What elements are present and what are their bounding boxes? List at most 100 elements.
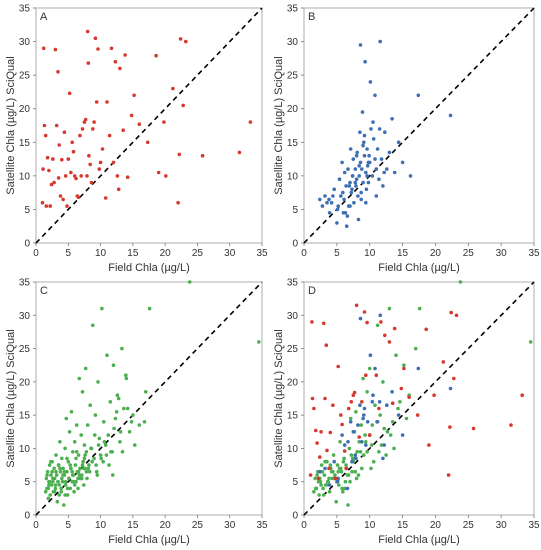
data-point xyxy=(352,390,357,395)
series-0 xyxy=(318,39,453,228)
data-point xyxy=(93,36,98,40)
data-point xyxy=(520,393,524,398)
data-point xyxy=(92,120,96,124)
data-point xyxy=(383,130,387,134)
panel-label: D xyxy=(308,285,316,297)
data-point xyxy=(344,224,349,228)
data-point xyxy=(83,366,88,371)
data-point xyxy=(400,433,405,437)
data-point xyxy=(362,413,366,417)
data-point xyxy=(358,130,362,134)
data-point xyxy=(336,469,341,474)
data-point xyxy=(47,168,51,173)
data-point xyxy=(248,120,253,124)
data-point xyxy=(319,430,323,434)
data-point xyxy=(390,420,395,424)
data-point xyxy=(319,463,324,467)
one-to-one-line xyxy=(35,7,263,244)
data-point xyxy=(367,366,372,371)
data-point xyxy=(358,160,363,165)
data-point xyxy=(56,479,60,484)
y-axis-title: Satellite Chla (µg/L) SciQual xyxy=(273,56,285,194)
data-point xyxy=(333,473,337,477)
data-point xyxy=(89,180,94,185)
data-point xyxy=(86,466,91,471)
data-point xyxy=(51,157,55,161)
x-tick-label: 0 xyxy=(33,520,39,531)
data-point xyxy=(407,395,411,400)
data-point xyxy=(353,453,358,457)
data-point xyxy=(356,217,361,222)
data-point xyxy=(374,194,379,198)
data-point xyxy=(142,420,147,424)
y-tick-label: 10 xyxy=(19,171,31,182)
data-point xyxy=(375,147,380,151)
data-point xyxy=(335,479,340,484)
data-point xyxy=(373,93,377,98)
data-point xyxy=(356,423,360,427)
data-point xyxy=(373,157,377,161)
data-point xyxy=(54,453,58,457)
data-point xyxy=(364,187,369,192)
data-point xyxy=(331,403,335,408)
data-point xyxy=(116,396,121,401)
x-tick-label: 15 xyxy=(127,248,139,259)
panel-a: 0 5 10 15 20 25 30 35 0 5 10 15 20 25 30 35 Field Chla (… xyxy=(5,4,268,275)
data-point xyxy=(363,59,367,64)
data-point xyxy=(313,476,318,481)
data-point xyxy=(83,453,87,457)
data-point xyxy=(44,476,49,481)
data-point xyxy=(144,390,148,394)
data-point xyxy=(87,469,92,474)
data-point xyxy=(387,306,392,311)
data-point xyxy=(353,167,358,171)
data-point xyxy=(364,200,368,205)
x-tick-label: 25 xyxy=(463,520,475,531)
data-point xyxy=(147,306,152,311)
data-point xyxy=(69,170,73,175)
data-point xyxy=(359,197,364,202)
data-point xyxy=(348,416,353,421)
x-tick-label: 30 xyxy=(496,520,508,531)
data-point xyxy=(342,486,347,491)
data-point xyxy=(72,440,77,444)
data-point xyxy=(47,463,52,467)
data-point xyxy=(308,473,313,477)
data-point xyxy=(118,440,122,444)
data-point xyxy=(449,310,454,315)
data-point xyxy=(416,93,421,98)
data-point xyxy=(402,363,406,368)
data-point xyxy=(98,453,103,457)
data-point xyxy=(348,479,352,484)
x-tick-label: 15 xyxy=(127,520,139,531)
data-point xyxy=(377,450,381,454)
panel-label: A xyxy=(40,11,48,23)
data-point xyxy=(371,137,376,141)
data-point xyxy=(120,450,125,454)
data-point xyxy=(132,93,136,98)
data-point xyxy=(327,197,331,202)
data-point xyxy=(528,340,533,344)
data-point xyxy=(448,425,452,429)
data-point xyxy=(323,466,327,471)
data-point xyxy=(181,103,185,108)
data-point xyxy=(81,459,85,464)
data-point xyxy=(359,190,364,195)
data-point xyxy=(109,46,114,51)
data-point xyxy=(365,147,369,151)
data-point xyxy=(369,443,374,447)
data-point xyxy=(85,476,89,481)
data-point xyxy=(85,174,89,178)
data-point xyxy=(365,450,369,454)
data-point xyxy=(314,428,318,433)
y-tick-label: 25 xyxy=(19,344,31,355)
data-point xyxy=(323,459,327,464)
x-axis-title: Field Chla (µg/L) xyxy=(378,534,460,546)
data-point xyxy=(353,469,358,474)
data-point xyxy=(385,430,390,434)
data-point xyxy=(358,316,363,321)
data-point xyxy=(321,321,326,326)
data-point xyxy=(310,396,315,401)
data-point xyxy=(76,469,81,474)
data-point xyxy=(509,423,513,427)
